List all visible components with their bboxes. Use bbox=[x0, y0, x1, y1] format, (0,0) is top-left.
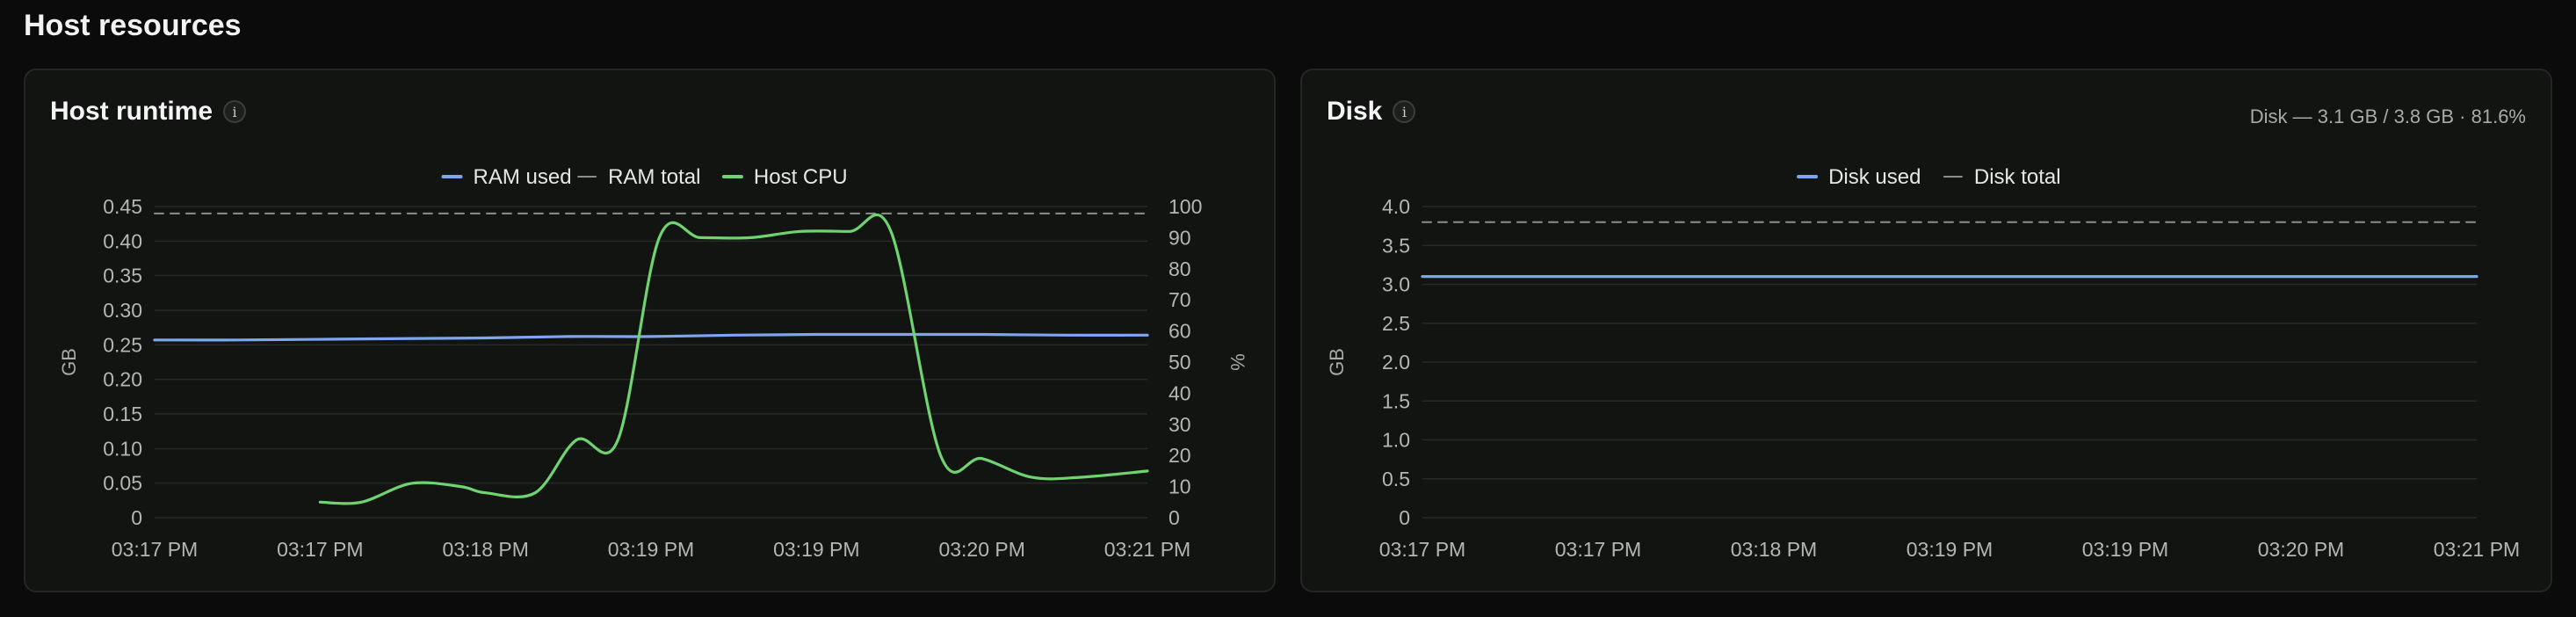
card-title: Disk bbox=[1327, 97, 1383, 126]
host-runtime-chart: 0 0.05 0.10 0.15 0.20 0.25 0.30 0.35 0.40 0.45 GB 0… bbox=[58, 165, 1248, 561]
y-right-tick-label: 50 bbox=[1169, 351, 1191, 374]
series-line-ram-used bbox=[153, 332, 1149, 342]
x-tick-label: 03:17 PM bbox=[1379, 538, 1465, 561]
card-title: Host runtime bbox=[50, 97, 213, 126]
y-right-tick-label: 40 bbox=[1169, 381, 1191, 404]
series-line-host-cpu bbox=[318, 213, 1149, 505]
y-axis-label: GB bbox=[1326, 348, 1348, 376]
y-tick-label: 3.5 bbox=[1382, 234, 1410, 257]
disk-summary: Disk — 3.1 GB / 3.8 GB · 81.6% bbox=[2249, 105, 2526, 127]
x-tick-label: 03:19 PM bbox=[608, 538, 694, 561]
legend-label: RAM total bbox=[608, 165, 700, 189]
y-right-tick-label: 90 bbox=[1169, 226, 1191, 249]
y-tick-label: 0.5 bbox=[1382, 468, 1410, 490]
legend-label: Disk total bbox=[1974, 165, 2061, 189]
y-axis-label: GB bbox=[58, 348, 80, 376]
x-tick-label: 03:18 PM bbox=[1731, 538, 1817, 561]
host-runtime-card: Host runtime i 0 0.05 0.10 0.15 0.20 0.25 0.30… bbox=[24, 69, 1276, 592]
x-tick-label: 03:17 PM bbox=[112, 538, 198, 561]
y-tick-label: 0.45 bbox=[103, 195, 142, 218]
x-tick-label: 03:17 PM bbox=[277, 538, 363, 561]
y-right-tick-label: 20 bbox=[1169, 444, 1191, 467]
y-tick-label: 0.35 bbox=[103, 265, 142, 287]
y-tick-label: 2.0 bbox=[1382, 351, 1410, 374]
y-right-tick-label: 0 bbox=[1169, 506, 1180, 529]
y-right-tick-label: 60 bbox=[1169, 320, 1191, 343]
y-tick-label: 0.25 bbox=[103, 333, 142, 356]
info-icon[interactable]: i bbox=[223, 100, 247, 123]
y-right-tick-label: 70 bbox=[1169, 288, 1191, 311]
disk-chart: 0 0.5 1.0 1.5 2.0 2.5 3.0 3.5 4.0 GB 03:17 PM 03:17… bbox=[1326, 165, 2520, 561]
y-tick-label: 1.5 bbox=[1382, 389, 1410, 412]
y-right-tick-label: 30 bbox=[1169, 413, 1191, 436]
y-tick-label: 0 bbox=[1399, 506, 1410, 529]
y-right-tick-label: 100 bbox=[1169, 195, 1202, 218]
x-tick-label: 03:17 PM bbox=[1555, 538, 1641, 561]
y-tick-label: 0.05 bbox=[103, 472, 142, 495]
x-tick-label: 03:18 PM bbox=[442, 538, 528, 561]
x-tick-label: 03:20 PM bbox=[2258, 538, 2344, 561]
y-right-tick-label: 10 bbox=[1169, 475, 1191, 498]
y-tick-label: 0.30 bbox=[103, 299, 142, 322]
y-right-axis-label: % bbox=[1226, 353, 1248, 371]
x-tick-label: 03:19 PM bbox=[1907, 538, 1993, 561]
y-tick-label: 1.0 bbox=[1382, 429, 1410, 452]
x-tick-label: 03:21 PM bbox=[1104, 538, 1190, 561]
section-title: Host resources bbox=[24, 9, 242, 42]
legend-label: Host CPU bbox=[754, 165, 848, 189]
x-tick-label: 03:20 PM bbox=[938, 538, 1024, 561]
x-tick-label: 03:19 PM bbox=[773, 538, 859, 561]
legend-label: Disk used bbox=[1828, 165, 1921, 189]
y-tick-label: 0.40 bbox=[103, 229, 142, 252]
y-right-tick-label: 80 bbox=[1169, 258, 1191, 280]
y-tick-label: 4.0 bbox=[1382, 195, 1410, 218]
y-tick-label: 0 bbox=[131, 506, 142, 529]
x-tick-label: 03:19 PM bbox=[2082, 538, 2168, 561]
y-tick-label: 0.10 bbox=[103, 437, 142, 460]
y-tick-label: 0.15 bbox=[103, 403, 142, 425]
y-tick-label: 2.5 bbox=[1382, 312, 1410, 335]
x-tick-label: 03:21 PM bbox=[2434, 538, 2520, 561]
info-icon[interactable]: i bbox=[1393, 100, 1416, 123]
legend-label: RAM used bbox=[474, 165, 572, 189]
y-tick-label: 0.20 bbox=[103, 368, 142, 391]
y-tick-label: 3.0 bbox=[1382, 273, 1410, 296]
